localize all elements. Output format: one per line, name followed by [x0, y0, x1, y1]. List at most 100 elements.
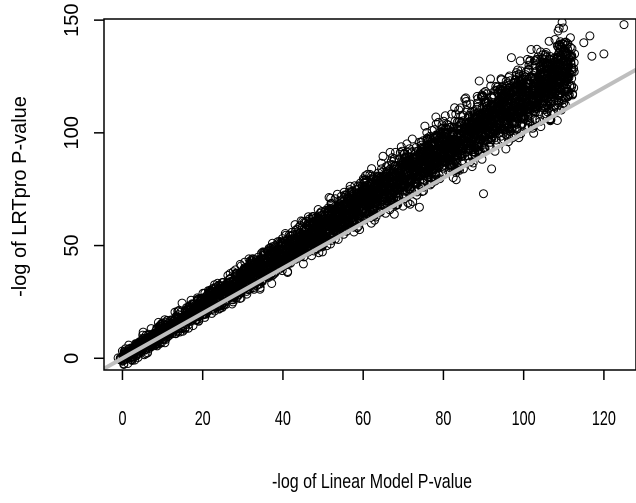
- data-point: [246, 258, 256, 268]
- data-point: [230, 277, 240, 286]
- data-point: [481, 98, 491, 108]
- data-point: [402, 139, 412, 149]
- data-point: [235, 259, 245, 269]
- data-point: [313, 205, 323, 214]
- data-point: [455, 116, 465, 126]
- data-point: [158, 319, 168, 329]
- data-point: [538, 77, 548, 87]
- x-tick-label: 0: [118, 407, 126, 430]
- data-point: [366, 198, 376, 208]
- y-tick-label: 50: [61, 234, 83, 256]
- data-point: [511, 68, 521, 78]
- data-point: [400, 153, 410, 163]
- y-tick-label: 150: [61, 3, 83, 36]
- data-point: [307, 220, 317, 230]
- y-tick-label: 0: [61, 353, 83, 364]
- data-point: [281, 252, 290, 262]
- data-point: [520, 114, 530, 124]
- data-point: [290, 220, 300, 230]
- data-point: [359, 181, 369, 191]
- y-axis-label: -log of LRTpro P-value: [9, 96, 31, 297]
- data-point: [369, 173, 379, 183]
- data-point: [385, 173, 395, 183]
- data-point: [562, 40, 572, 50]
- data-point: [347, 205, 357, 215]
- data-point: [390, 183, 400, 193]
- data-points: [113, 19, 629, 369]
- data-point: [491, 115, 501, 125]
- data-point: [376, 180, 386, 190]
- data-point: [510, 96, 520, 106]
- data-point: [411, 174, 421, 184]
- data-point: [515, 56, 525, 66]
- x-tick-label: 100: [512, 407, 536, 430]
- data-point: [298, 259, 308, 269]
- data-point: [214, 290, 224, 299]
- data-point: [431, 112, 441, 122]
- outlier-point: [467, 114, 476, 124]
- data-point: [345, 181, 355, 191]
- data-point: [405, 199, 415, 209]
- data-point: [527, 73, 537, 83]
- data-point: [549, 102, 558, 112]
- data-point: [462, 100, 472, 110]
- data-point: [400, 159, 409, 169]
- outlier-point: [487, 164, 497, 174]
- y-tick-label: 100: [61, 116, 83, 149]
- data-point: [523, 82, 533, 92]
- data-point: [548, 73, 558, 83]
- data-point: [333, 212, 343, 222]
- data-point: [423, 143, 433, 153]
- data-point: [424, 159, 433, 169]
- data-point: [223, 270, 233, 280]
- x-tick-label: 120: [592, 407, 616, 430]
- data-point: [531, 99, 541, 109]
- data-point: [344, 187, 354, 197]
- data-point: [411, 166, 421, 176]
- data-point: [206, 287, 216, 297]
- data-point: [323, 221, 333, 231]
- data-point: [486, 133, 496, 143]
- data-point: [377, 164, 386, 174]
- data-point: [552, 116, 562, 125]
- data-point: [457, 150, 467, 160]
- data-point: [470, 107, 480, 117]
- data-point: [524, 60, 534, 70]
- data-point: [244, 262, 254, 272]
- data-point: [284, 230, 294, 240]
- data-point: [563, 86, 573, 96]
- data-point: [333, 201, 343, 211]
- data-point: [276, 257, 285, 267]
- data-point: [292, 237, 302, 247]
- data-point: [451, 175, 461, 185]
- data-point: [526, 45, 536, 54]
- data-point: [562, 50, 572, 60]
- data-point: [411, 178, 420, 188]
- data-point: [325, 205, 335, 215]
- data-point: [516, 106, 525, 116]
- data-point: [218, 281, 228, 291]
- data-point: [446, 157, 456, 167]
- data-point: [267, 279, 277, 288]
- data-point: [560, 57, 570, 67]
- data-point: [504, 73, 514, 82]
- data-point: [465, 134, 475, 144]
- data-point: [567, 74, 577, 83]
- x-tick-label: 60: [355, 407, 371, 430]
- data-point: [262, 246, 272, 256]
- data-point: [326, 193, 336, 203]
- data-point: [464, 139, 473, 149]
- x-tick-label: 40: [275, 407, 291, 430]
- data-point: [436, 131, 446, 141]
- data-point: [361, 171, 370, 181]
- data-point: [236, 275, 246, 285]
- data-point: [420, 121, 430, 131]
- data-point: [285, 231, 295, 241]
- data-point: [537, 83, 547, 93]
- data-point: [228, 277, 237, 287]
- data-point: [432, 132, 442, 142]
- data-point: [470, 148, 480, 157]
- data-point: [522, 54, 532, 64]
- data-point: [398, 189, 408, 199]
- data-point: [541, 50, 550, 59]
